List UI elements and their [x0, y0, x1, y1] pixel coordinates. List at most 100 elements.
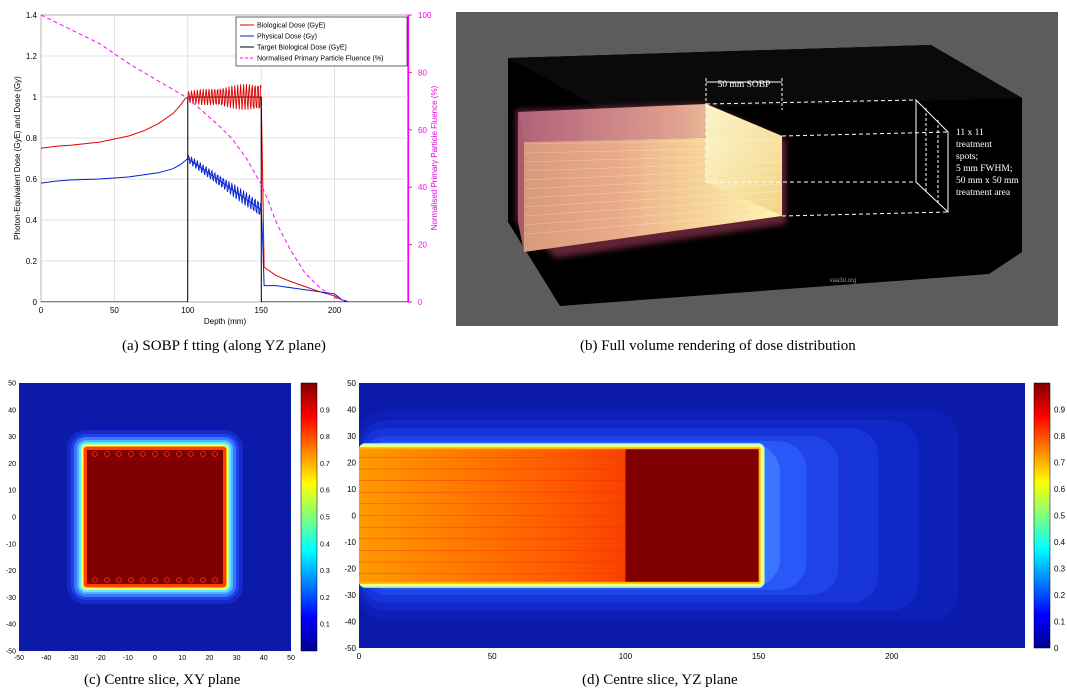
caption-c: (c) Centre slice, XY plane: [84, 672, 241, 688]
x-tick-label: -20: [96, 655, 106, 662]
y-tick-label: 20: [8, 461, 16, 468]
caption-b: (b) Full volume rendering of dose distri…: [580, 338, 856, 354]
y-axis-label: Photon-Equivalent Dose (GyE) and Dose (G…: [13, 76, 22, 240]
colorbar-tick-label: 0.1: [320, 622, 330, 629]
colorbar-tick-label: 0.5: [320, 515, 330, 522]
y-tick-label: -30: [344, 591, 356, 600]
y2-tick-label: 60: [418, 126, 427, 135]
volume-rendering: 50 mm SOBP 11 x 11 treatment spots; 5 mm…: [456, 12, 1058, 326]
x-tick-label: 100: [619, 652, 633, 661]
annotation-line-2: treatment: [956, 140, 992, 150]
y-tick-label: 0: [12, 515, 16, 522]
colorbar-tick-label: 0.6: [1054, 485, 1066, 494]
panel-c: -50 -40 -30 -20 -10 0 10 20 30 40 50 50 40 30 20 10 0 -10…: [0, 375, 340, 665]
y2-tick-label: 0: [418, 298, 423, 307]
legend: Biological Dose (GyE) Physical Dose (Gy) T…: [235, 16, 408, 67]
axis-ticks: 0 50 100 150 200 0 0.2 0.4 0.6 0.8 1 1.2 1.4 0 20 40 60 8…: [26, 11, 432, 315]
sobp-dimension: [705, 78, 783, 110]
colorbar-tick-label: 0.2: [1054, 591, 1066, 600]
x-tick-label: -30: [68, 655, 78, 662]
x-tick-label: 100: [181, 306, 195, 315]
y-tick-label: 40: [8, 407, 16, 414]
colorbar-tick-label: 0.4: [1054, 538, 1066, 547]
x-tick-label: 0: [39, 306, 44, 315]
y2-tick-label: 80: [418, 68, 427, 77]
y-tick-label: -30: [6, 595, 16, 602]
x-tick-label: 10: [178, 655, 186, 662]
x-tick-label: 30: [233, 655, 241, 662]
colorbar-tick-label: 0.8: [320, 434, 330, 441]
colorbar-tick-label: 0.9: [1054, 406, 1066, 415]
watermark: vaa3d.org: [830, 278, 857, 284]
y-tick-label: 1.2: [26, 52, 38, 61]
y-tick-label: -40: [344, 618, 356, 627]
y-tick-label: -10: [344, 538, 356, 547]
x-tick-label: 20: [206, 655, 214, 662]
y2-axis-label: Normalised Primary Particle Fluence (%): [430, 85, 439, 230]
treatment-wireframe: [705, 99, 949, 217]
y-tick-label: -20: [344, 565, 356, 574]
y-tick-label: 50: [8, 381, 16, 388]
colorbar: [1033, 382, 1051, 649]
colorbar: [300, 382, 318, 652]
y-tick-label: -50: [344, 644, 356, 653]
sobp-region: [625, 449, 759, 582]
legend-label: Normalised Primary Particle Fluence (%): [257, 56, 383, 63]
colorbar-tick-label: 0.6: [320, 488, 330, 495]
y2-tick-label: 20: [418, 241, 427, 250]
y-tick-label: 1.4: [26, 11, 38, 20]
colorbar-tick-label: 0.8: [1054, 432, 1066, 441]
x-tick-label: 150: [255, 306, 269, 315]
x-axis-label: Depth (mm): [204, 317, 247, 326]
colorbar-tick-label: 0.7: [320, 461, 330, 468]
y-tick-label: 0.2: [26, 257, 38, 266]
panel-d: 0 50 100 150 200 50 40 30 20 10 0 -10 -20 -30 -40 -50 0…: [338, 375, 1067, 665]
physical-dose-ripple: [187, 155, 262, 215]
y-tick-label: 40: [347, 406, 356, 415]
x-tick-label: 0: [153, 655, 157, 662]
y-tick-label: 50: [347, 379, 356, 388]
y-tick-label: 30: [347, 432, 356, 441]
y-tick-label: 20: [347, 459, 356, 468]
x-tick-label: 50: [110, 306, 119, 315]
x-tick-label: -50: [14, 655, 24, 662]
y-tick-label: -20: [6, 568, 16, 575]
colorbar-tick-label: 0.3: [320, 568, 330, 575]
panel-a: 0 50 100 150 200 0 0.2 0.4 0.6 0.8 1 1.2 1.4 0 20 40 60 8…: [0, 0, 440, 330]
sobp-chart: 0 50 100 150 200 0 0.2 0.4 0.6 0.8 1 1.2 1.4 0 20 40 60 8…: [13, 11, 439, 326]
caption-d: (d) Centre slice, YZ plane: [582, 672, 738, 688]
y-tick-label: 0.4: [26, 216, 38, 225]
y-tick-label: -50: [6, 649, 16, 656]
fluence-line: [41, 15, 350, 302]
dose-core: [87, 450, 223, 584]
colorbar-tick-label: 0.2: [320, 595, 330, 602]
legend-label: Biological Dose (GyE): [257, 23, 325, 30]
series-lines: [41, 15, 408, 302]
y-tick-label: 0: [352, 512, 357, 521]
colorbar-tick-label: 0.1: [1054, 618, 1066, 627]
x-tick-label: 0: [357, 652, 362, 661]
legend-label: Physical Dose (Gy): [257, 34, 317, 41]
x-tick-label: 40: [260, 655, 268, 662]
x-tick-label: 50: [287, 655, 295, 662]
xy-heatmap: -50 -40 -30 -20 -10 0 10 20 30 40 50 50 40 30 20 10 0 -10…: [6, 381, 330, 663]
sobp-region: [706, 104, 782, 216]
caption-a: (a) SOBP f tting (along YZ plane): [122, 338, 326, 354]
colorbar-tick-label: 0: [1054, 644, 1059, 653]
legend-label: Target Biological Dose (GyE): [257, 45, 347, 52]
colorbar-tick-label: 0.9: [320, 407, 330, 414]
annotation-line-5: 50 mm x 50 mm: [956, 176, 1019, 186]
y2-tick-label: 40: [418, 183, 427, 192]
y-tick-label: 10: [8, 488, 16, 495]
x-tick-label: 200: [885, 652, 899, 661]
legend-box: [235, 16, 408, 67]
annotation-line-6: treatment area: [956, 188, 1011, 198]
x-tick-label: -10: [123, 655, 133, 662]
x-tick-label: 200: [328, 306, 342, 315]
annotation-line-3: spots;: [956, 152, 978, 162]
y-tick-label: 1: [33, 93, 38, 102]
colorbar-tick-label: 0.3: [1054, 565, 1066, 574]
annotation-line-1: 11 x 11: [956, 128, 984, 138]
y-tick-label: 0.8: [26, 134, 38, 143]
